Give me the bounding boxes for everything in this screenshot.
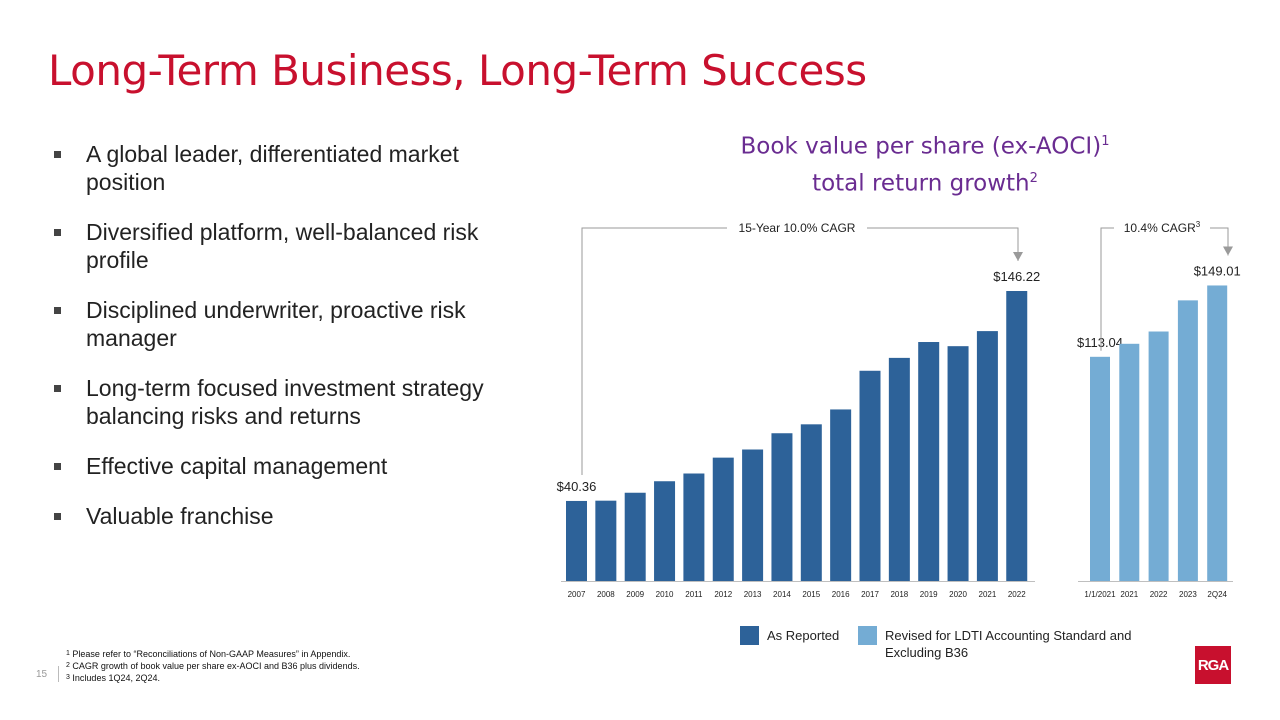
bar: [771, 433, 793, 581]
bullet-text: Disciplined underwriter, proactive risk …: [86, 297, 466, 351]
data-label: $113.04: [1077, 335, 1123, 350]
cagr-arrow-icon: [1223, 246, 1233, 256]
bar: [683, 473, 705, 581]
x-tick-label: 2020: [949, 590, 967, 599]
slide-title: Long-Term Business, Long-Term Success: [48, 46, 867, 95]
cagr-arrow-icon: [1013, 252, 1023, 261]
bullet-text: Effective capital management: [86, 453, 388, 479]
footnote-number: 3: [66, 674, 70, 681]
bullet-square-icon: [54, 229, 61, 236]
chart-title-line2-text: total return growth: [812, 170, 1030, 197]
x-tick-label: 2019: [920, 590, 938, 599]
x-tick-label: 2007: [568, 590, 586, 599]
cagr-bracket-left: [1100, 227, 1114, 351]
chart-title: Book value per share (ex-AOCI)1 total re…: [700, 126, 1150, 199]
x-tick-label: 2010: [656, 590, 674, 599]
bar: [566, 500, 587, 581]
bar: [1006, 291, 1028, 581]
x-tick-label: 2016: [832, 590, 850, 599]
bullet-square-icon: [54, 151, 61, 158]
cagr-bracket-left: [581, 227, 727, 475]
legend-label-reported: As Reported: [767, 628, 840, 643]
footnote-text: Includes 1Q24, 2Q24.: [72, 673, 160, 683]
bar: [859, 370, 881, 581]
bullet-square-icon: [54, 463, 61, 470]
x-tick-label: 2021: [979, 590, 997, 599]
bar: [742, 449, 764, 581]
footnote-number: 2: [66, 662, 70, 669]
x-tick-label: 2015: [802, 590, 820, 599]
bar: [1119, 343, 1140, 581]
chart-title-line1: Book value per share (ex-AOCI)1: [700, 126, 1150, 163]
x-tick-label: 2021: [1120, 590, 1138, 599]
legend-swatch-reported: [740, 626, 759, 645]
cagr-bracket-right: [1210, 227, 1229, 256]
bullet-square-icon: [54, 513, 61, 520]
bar: [947, 346, 969, 581]
footnote: 2 CAGR growth of book value per share ex…: [66, 660, 360, 672]
bar: [888, 357, 910, 581]
data-label: $146.22: [993, 269, 1040, 284]
x-tick-label: 2017: [861, 590, 879, 599]
footnote: 3 Includes 1Q24, 2Q24.: [66, 672, 360, 684]
footnote: 1 Please refer to “Reconciliations of No…: [66, 648, 360, 660]
bar: [712, 457, 734, 581]
bullet-list: A global leader, differentiated market p…: [52, 140, 532, 552]
bullet-text: Long-term focused investment strategy ba…: [86, 375, 484, 429]
x-tick-label: 2012: [714, 590, 732, 599]
bar: [800, 424, 822, 581]
legend-swatch-revised: [858, 626, 877, 645]
bar: [595, 500, 617, 581]
bullet-text: A global leader, differentiated market p…: [86, 141, 459, 195]
bullet-square-icon: [54, 385, 61, 392]
x-tick-label: 2022: [1150, 590, 1168, 599]
bullet-text: Valuable franchise: [86, 503, 274, 529]
legend-label-revised: Revised for LDTI Accounting Standard and…: [885, 628, 1132, 660]
x-tick-label: 2011: [685, 590, 703, 599]
x-tick-label: 2009: [626, 590, 644, 599]
bar: [830, 409, 852, 581]
bar: [1148, 331, 1169, 581]
footnotes: 1 Please refer to “Reconciliations of No…: [66, 648, 360, 684]
bar: [654, 481, 676, 581]
bullet-item: Valuable franchise: [52, 502, 532, 530]
bar: [624, 492, 646, 581]
bar: [1090, 356, 1110, 581]
x-tick-label: 2013: [744, 590, 762, 599]
x-tick-label: 2018: [890, 590, 908, 599]
x-tick-label: 2022: [1008, 590, 1026, 599]
page-number-divider: [58, 666, 59, 682]
bullet-item: Long-term focused investment strategy ba…: [52, 374, 532, 430]
x-tick-label: 1/1/2021: [1084, 590, 1116, 599]
bar: [918, 342, 940, 581]
footnote-text: Please refer to “Reconciliations of Non-…: [72, 649, 351, 659]
bullet-square-icon: [54, 307, 61, 314]
page-number: 15: [36, 669, 48, 680]
data-label: $40.36: [557, 479, 597, 494]
bullet-text: Diversified platform, well-balanced risk…: [86, 219, 479, 273]
chart-title-sup1: 1: [1101, 134, 1110, 149]
cagr-annotation: 15-Year 10.0% CAGR: [739, 221, 856, 235]
footnote-text: CAGR growth of book value per share ex-A…: [72, 661, 360, 671]
data-label: $149.01: [1194, 263, 1241, 278]
x-tick-label: 2023: [1179, 590, 1197, 599]
cagr-annotation: 10.4% CAGR3: [1124, 220, 1201, 235]
bullet-item: A global leader, differentiated market p…: [52, 140, 532, 196]
bullet-item: Diversified platform, well-balanced risk…: [52, 218, 532, 274]
bullet-item: Effective capital management: [52, 452, 532, 480]
x-tick-label: 2014: [773, 590, 791, 599]
footnote-number: 1: [66, 650, 70, 657]
bar: [1207, 285, 1228, 581]
rga-logo: RGA: [1195, 646, 1231, 684]
chart-title-sup2: 2: [1029, 170, 1038, 186]
chart-title-line2: total return growth2: [700, 163, 1150, 200]
cagr-bracket-right: [867, 227, 1019, 261]
x-tick-label: 2Q24: [1207, 590, 1227, 599]
chart-title-line1-text: Book value per share (ex-AOCI): [740, 133, 1102, 160]
bar: [1177, 300, 1198, 581]
x-tick-label: 2008: [597, 590, 615, 599]
bar: [976, 331, 998, 581]
bullet-item: Disciplined underwriter, proactive risk …: [52, 296, 532, 352]
